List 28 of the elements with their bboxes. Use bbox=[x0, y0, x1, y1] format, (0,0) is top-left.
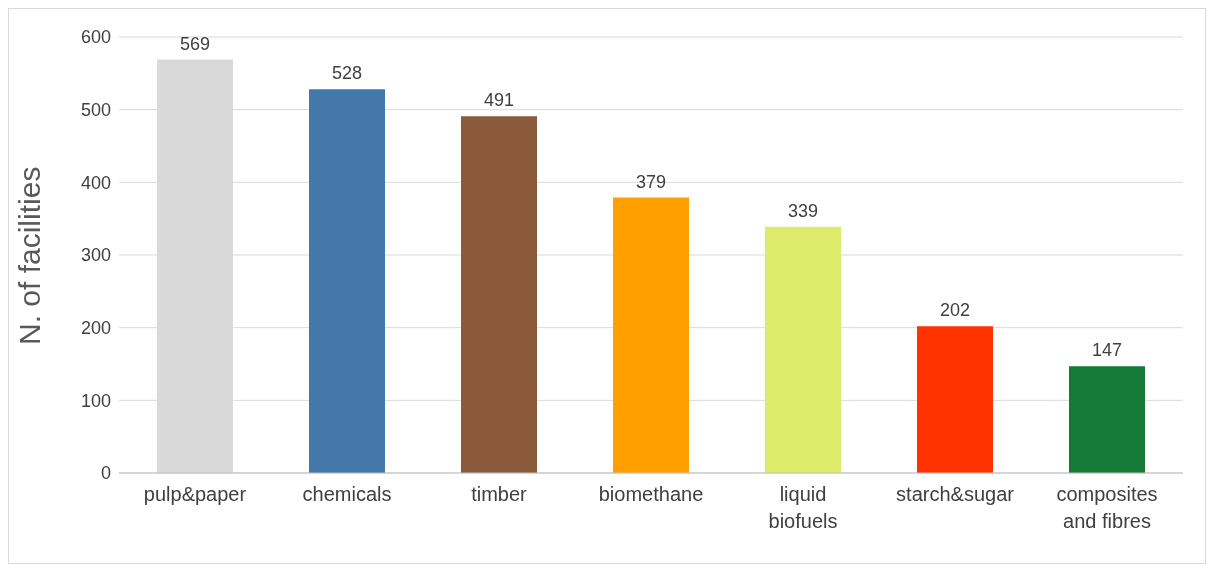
y-tick-label: 400 bbox=[80, 172, 111, 193]
bar bbox=[765, 226, 841, 473]
x-tick-label: timber bbox=[471, 483, 528, 505]
data-label: 379 bbox=[635, 171, 667, 192]
data-label: 147 bbox=[1091, 340, 1123, 361]
data-label: 569 bbox=[179, 33, 211, 54]
y-tick-label: 600 bbox=[80, 27, 111, 48]
x-tick-label: chemicals bbox=[302, 483, 392, 505]
y-tick-label: 200 bbox=[80, 318, 111, 339]
y-tick-label: 300 bbox=[80, 245, 111, 266]
y-tick-label: 0 bbox=[100, 463, 111, 484]
data-label: 491 bbox=[483, 90, 515, 111]
x-tick-label: liquid biofuels bbox=[768, 483, 838, 532]
x-tick-label: pulp&paper bbox=[143, 483, 247, 505]
bar bbox=[917, 326, 993, 473]
bar bbox=[613, 197, 689, 473]
x-tick-label: composites and fibres bbox=[1056, 483, 1158, 532]
y-tick-label: 500 bbox=[80, 100, 111, 121]
y-tick-label: 100 bbox=[80, 390, 111, 411]
data-label: 528 bbox=[331, 63, 363, 84]
x-tick-label: biomethane bbox=[598, 483, 704, 505]
data-label: 339 bbox=[787, 200, 819, 221]
x-tick-label: starch&sugar bbox=[896, 483, 1015, 505]
y-axis-title: N. of facilities bbox=[12, 166, 46, 345]
data-label: 202 bbox=[939, 300, 971, 321]
bar bbox=[309, 89, 385, 473]
bar bbox=[1069, 366, 1145, 473]
bar bbox=[461, 116, 537, 473]
